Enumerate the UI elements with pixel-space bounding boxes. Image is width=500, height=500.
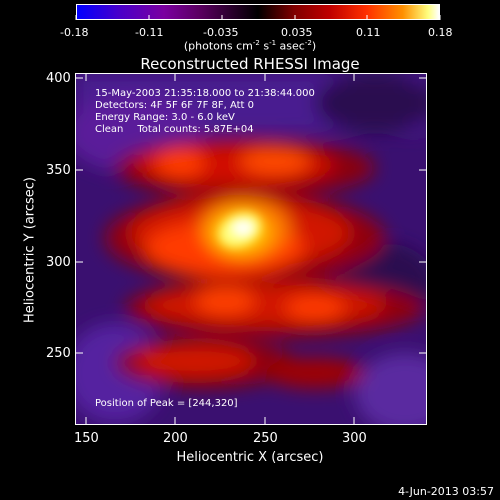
colorbar [76, 4, 440, 20]
x-tick: 200 [163, 431, 188, 446]
colorbar-unit: (photons cm-2 s-1 asec-2) [183, 39, 317, 53]
colorbar-tick: -0.11 [135, 26, 164, 39]
info-block: 15-May-2003 21:35:18.000 to 21:38:44.000… [95, 88, 315, 136]
y-tick: 350 [46, 163, 71, 178]
y-tick: 250 [46, 346, 71, 361]
colorbar-tick: -0.18 [60, 26, 89, 39]
y-tick: 300 [46, 255, 71, 270]
algorithm-counts: Clean Total counts: 5.87E+04 [95, 124, 254, 135]
peak-position: Position of Peak = [244,320] [95, 398, 238, 409]
x-tick: 300 [342, 431, 367, 446]
colorbar-ticks [75, 15, 441, 20]
colorbar-tick: -0.035 [203, 26, 239, 39]
y-axis-label: Heliocentric Y (arcsec) [22, 177, 38, 323]
plot-frame [75, 73, 427, 425]
footer-date: 4-Jun-2013 03:57 [398, 485, 494, 498]
detectors: Detectors: 4F 5F 6F 7F 8F, Att 0 [95, 100, 255, 111]
energy-range: Energy Range: 3.0 - 6.0 keV [95, 112, 235, 123]
colorbar-tick: 0.11 [356, 26, 381, 39]
time-range: 15-May-2003 21:35:18.000 to 21:38:44.000 [95, 88, 315, 99]
y-tick: 400 [46, 71, 71, 86]
x-tick: 150 [74, 431, 99, 446]
rhessi-image [75, 73, 427, 425]
colorbar-tick: 0.18 [428, 26, 453, 39]
colorbar-tick: 0.035 [281, 26, 313, 39]
x-tick: 250 [253, 431, 278, 446]
x-axis-label: Heliocentric X (arcsec) [176, 450, 324, 465]
plot-title: Reconstructed RHESSI Image [140, 55, 360, 73]
